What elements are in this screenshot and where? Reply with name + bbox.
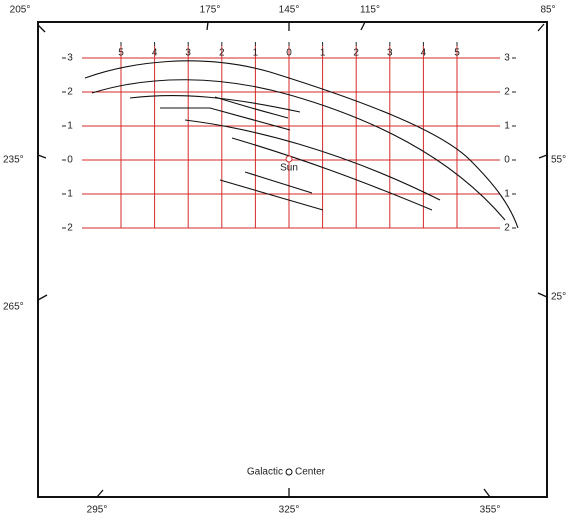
degree-label: 25° [551,292,566,303]
column-label: 0 [286,48,292,59]
sun-label: Sun [280,163,298,174]
row-label: 2 [504,87,510,98]
frame [37,21,548,498]
row-label: 1 [504,189,510,200]
column-label: 5 [118,48,124,59]
degree-label: 325° [279,505,300,516]
degree-label: 175° [200,5,221,16]
sun-marker [285,155,293,163]
center-marker [285,468,293,476]
column-label: 4 [421,48,427,59]
row-label: 3 [67,53,73,64]
degree-label: 115° [360,5,380,16]
row-label: 1 [67,121,73,132]
row-label: 2 [504,223,510,234]
column-label: 1 [320,48,326,59]
row-label: 2 [67,87,73,98]
row-label: 3 [504,53,510,64]
degree-label: 265° [3,302,24,313]
column-label: 4 [152,48,158,59]
column-label: 3 [387,48,393,59]
center-label: Galactic [247,467,283,478]
degree-label: 205° [10,5,31,16]
column-label: 2 [219,48,225,59]
center-label: Center [295,467,326,478]
column-label: 2 [353,48,359,59]
edge-ticks [37,21,548,498]
degree-label: 355° [480,505,501,516]
row-label: 0 [67,155,73,166]
degree-label: 145° [279,5,300,16]
degree-label: 235° [3,155,24,166]
column-label: 5 [454,48,460,59]
degree-label: 295° [87,505,108,516]
row-label: 2 [67,223,73,234]
column-label: 3 [185,48,191,59]
column-label: 1 [253,48,259,59]
row-label: 1 [504,121,510,132]
degree-label: 85° [540,5,555,16]
arm-curves [84,60,519,229]
row-label: 0 [504,155,510,166]
row-label: 1 [67,189,73,200]
degree-label: 55° [551,155,566,166]
